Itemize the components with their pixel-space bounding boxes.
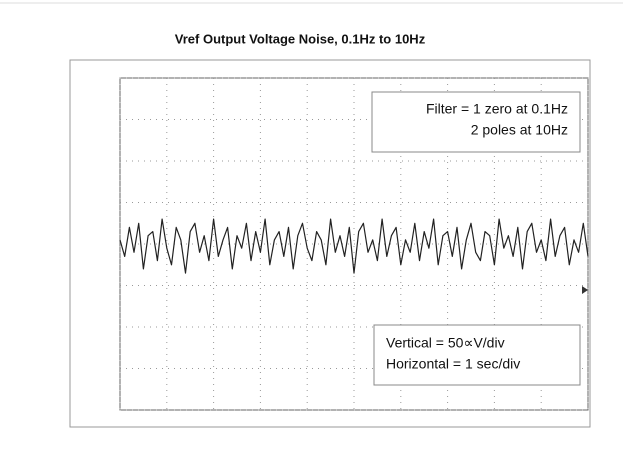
annotation: 2 poles at 10Hz <box>471 122 568 138</box>
marker <box>582 286 588 294</box>
annotation-box <box>373 324 581 386</box>
frame <box>69 59 591 428</box>
chart-title: Vref Output Voltage Noise, 0.1Hz to 10Hz <box>175 31 426 46</box>
annotation: Vertical = 50∝V/div <box>386 335 505 351</box>
trace-layer <box>119 218 589 274</box>
annotation-box <box>371 91 581 153</box>
noise-trace <box>119 218 589 274</box>
annotation: Filter = 1 zero at 0.1Hz <box>426 101 568 117</box>
annotation: Horizontal = 1 sec/div <box>386 356 520 372</box>
